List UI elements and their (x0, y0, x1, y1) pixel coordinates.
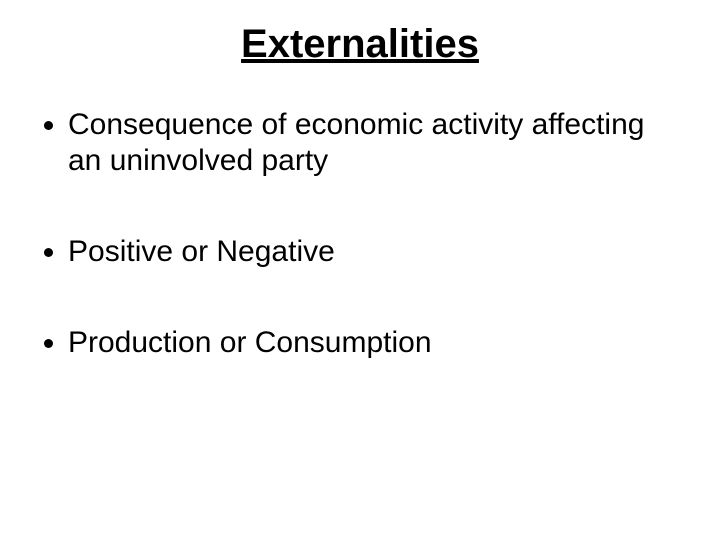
slide-title: Externalities (0, 22, 720, 67)
bullet-item: Consequence of economic activity affecti… (68, 107, 660, 179)
bullet-item: Positive or Negative (68, 234, 660, 270)
slide-content: Consequence of economic activity affecti… (0, 107, 720, 361)
bullet-list: Consequence of economic activity affecti… (38, 107, 660, 361)
slide: Externalities Consequence of economic ac… (0, 22, 720, 540)
bullet-item: Production or Consumption (68, 325, 660, 361)
